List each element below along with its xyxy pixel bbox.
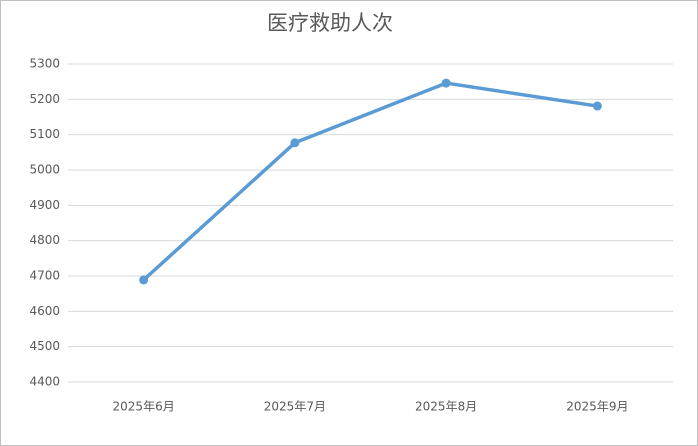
x-tick-label: 2025年6月 xyxy=(113,400,175,414)
line xyxy=(141,81,600,282)
y-tick-label: 5100 xyxy=(29,127,60,141)
y-tick-label: 5200 xyxy=(29,92,60,106)
y-tick-label: 4700 xyxy=(29,269,60,283)
x-tick-label: 2025年9月 xyxy=(566,400,628,414)
x-tick-label: 2025年7月 xyxy=(264,400,326,414)
y-tick-label: 5300 xyxy=(29,57,60,71)
point xyxy=(441,78,451,88)
point xyxy=(592,101,602,111)
y-tick-label: 4900 xyxy=(29,198,60,212)
y-tick-label: 5000 xyxy=(29,163,60,177)
chart-title: 医疗救助人次 xyxy=(267,11,393,35)
point xyxy=(139,275,149,285)
y-tick-label: 4400 xyxy=(29,375,60,389)
y-tick-label: 4800 xyxy=(29,233,60,247)
point xyxy=(290,138,300,148)
y-tick-label: 4600 xyxy=(29,304,60,318)
y-tick-label: 4500 xyxy=(29,339,60,353)
x-tick-label: 2025年8月 xyxy=(415,400,477,414)
